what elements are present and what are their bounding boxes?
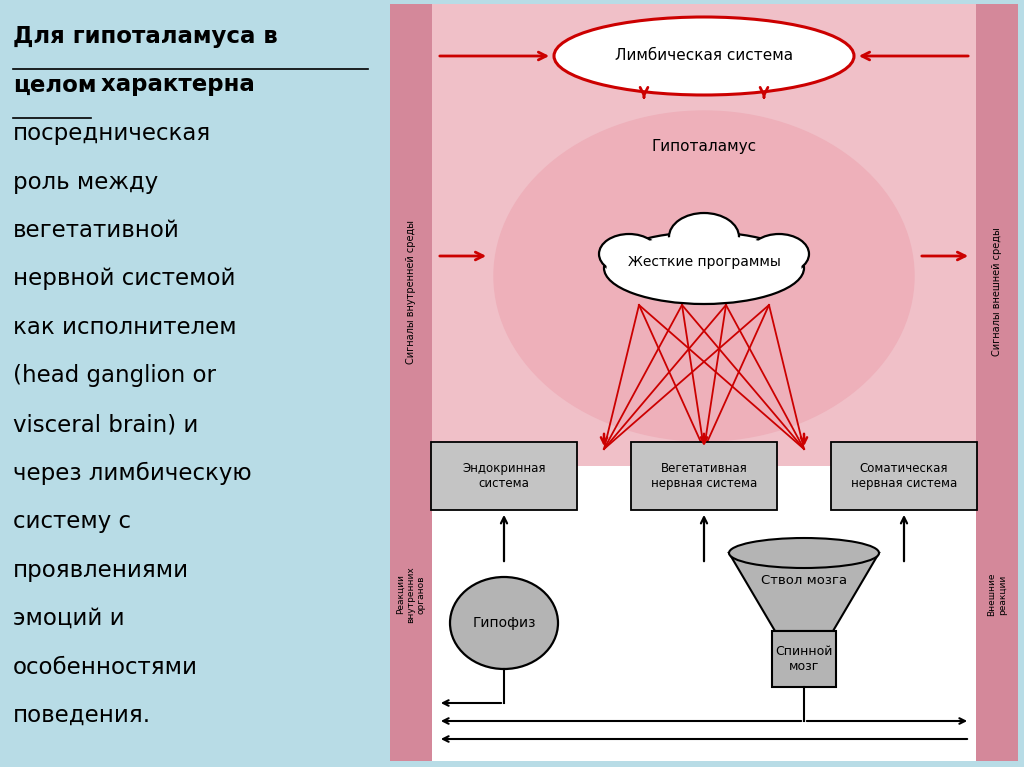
Ellipse shape	[669, 213, 739, 261]
Text: роль между: роль между	[13, 170, 159, 193]
Ellipse shape	[599, 234, 659, 274]
Text: нервной системой: нервной системой	[13, 268, 236, 291]
Text: через лимбическую: через лимбическую	[13, 462, 252, 485]
Text: Сигналы внутренней среды: Сигналы внутренней среды	[406, 219, 416, 364]
Text: целом: целом	[13, 74, 96, 97]
Ellipse shape	[604, 232, 804, 304]
Text: Для гипоталамуса в: Для гипоталамуса в	[13, 25, 278, 48]
Text: Ствол мозга: Ствол мозга	[761, 574, 847, 588]
FancyBboxPatch shape	[390, 4, 432, 761]
Text: характерна: характерна	[93, 74, 255, 97]
Ellipse shape	[554, 17, 854, 95]
FancyBboxPatch shape	[431, 442, 577, 510]
Text: поведения.: поведения.	[13, 704, 152, 727]
Text: вегетативной: вегетативной	[13, 219, 180, 242]
Text: (head ganglion or: (head ganglion or	[13, 364, 216, 387]
Text: эмоций и: эмоций и	[13, 607, 125, 630]
Text: Жесткие программы: Жесткие программы	[628, 255, 780, 269]
Text: систему с: систему с	[13, 510, 131, 533]
Text: Реакции
внутренних
органов: Реакции внутренних органов	[396, 566, 426, 623]
Ellipse shape	[749, 234, 809, 274]
FancyBboxPatch shape	[631, 442, 777, 510]
Text: особенностями: особенностями	[13, 656, 198, 679]
Text: Эндокринная
система: Эндокринная система	[462, 462, 546, 490]
Ellipse shape	[450, 577, 558, 669]
Text: Гипофиз: Гипофиз	[472, 616, 536, 630]
Text: посредническая: посредническая	[13, 122, 211, 145]
FancyBboxPatch shape	[432, 503, 976, 761]
Text: Внешние
реакции: Внешние реакции	[987, 573, 1007, 616]
Text: Вегетативная
нервная система: Вегетативная нервная система	[651, 462, 757, 490]
FancyBboxPatch shape	[772, 631, 836, 687]
Text: как исполнителем: как исполнителем	[13, 316, 237, 339]
Text: Лимбическая система: Лимбическая система	[615, 48, 793, 64]
FancyBboxPatch shape	[831, 442, 977, 510]
Text: проявлениями: проявлениями	[13, 558, 189, 581]
Text: Сигналы внешней среды: Сигналы внешней среды	[992, 227, 1002, 356]
FancyBboxPatch shape	[390, 4, 1018, 761]
FancyBboxPatch shape	[432, 4, 976, 466]
Polygon shape	[729, 553, 879, 631]
FancyBboxPatch shape	[976, 4, 1018, 761]
Ellipse shape	[494, 111, 914, 441]
Text: Соматическая
нервная система: Соматическая нервная система	[851, 462, 957, 490]
Ellipse shape	[729, 538, 879, 568]
Text: Спинной
мозг: Спинной мозг	[775, 645, 833, 673]
Ellipse shape	[606, 235, 802, 301]
Text: Гипоталамус: Гипоталамус	[651, 139, 757, 153]
Text: visceral brain) и: visceral brain) и	[13, 413, 199, 436]
